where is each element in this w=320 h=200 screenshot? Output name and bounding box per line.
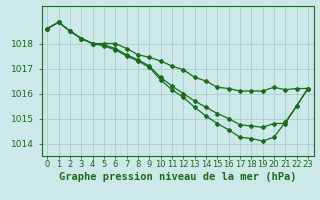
X-axis label: Graphe pression niveau de la mer (hPa): Graphe pression niveau de la mer (hPa) [59,172,296,182]
